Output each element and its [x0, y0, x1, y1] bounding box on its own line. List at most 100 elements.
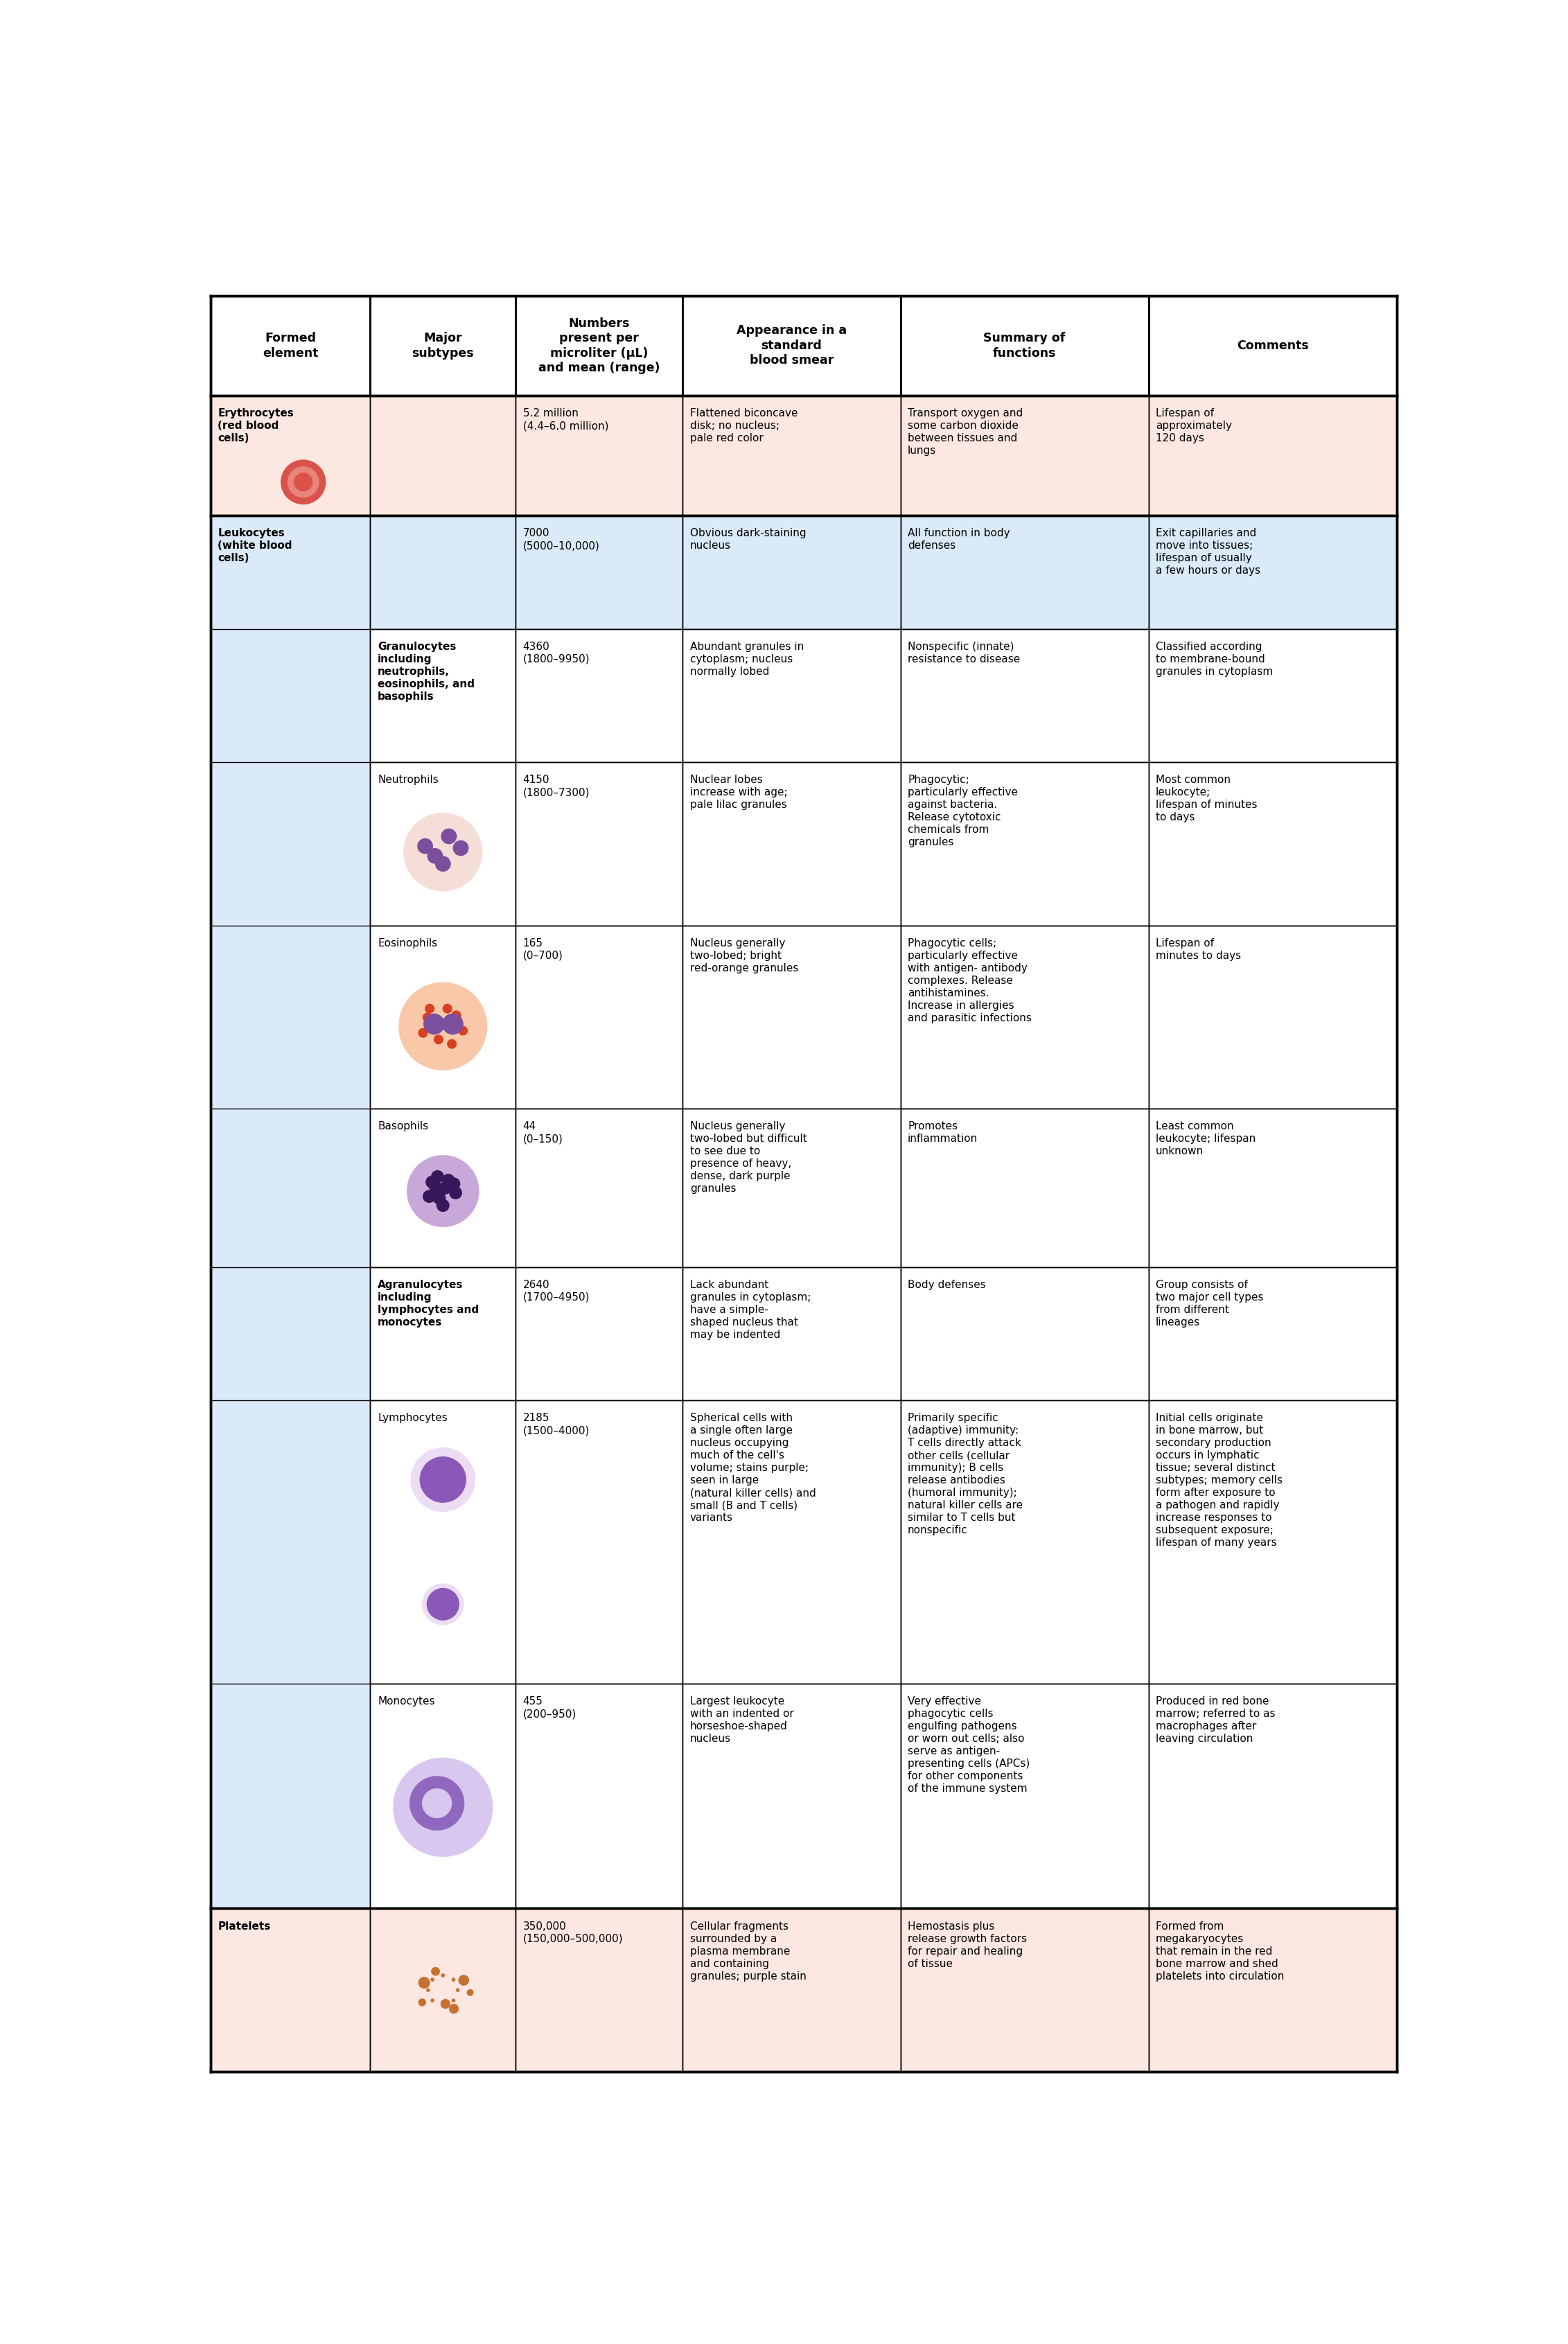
- Ellipse shape: [394, 1758, 492, 1856]
- Ellipse shape: [419, 1999, 426, 2006]
- Ellipse shape: [448, 1186, 463, 1200]
- Text: Erythrocytes
(red blood
cells): Erythrocytes (red blood cells): [218, 408, 293, 443]
- Ellipse shape: [422, 1788, 452, 1819]
- Ellipse shape: [453, 839, 469, 856]
- Text: Produced in red bone
marrow; referred to as
macrophages after
leaving circulatio: Produced in red bone marrow; referred to…: [1156, 1697, 1275, 1744]
- Ellipse shape: [425, 1003, 434, 1013]
- Text: Comments: Comments: [1237, 340, 1309, 352]
- Bar: [682, 926, 900, 1109]
- Text: Lifespan of
minutes to days: Lifespan of minutes to days: [1156, 938, 1242, 961]
- Bar: [370, 516, 516, 628]
- Ellipse shape: [423, 1191, 436, 1202]
- Bar: [516, 1268, 682, 1399]
- Ellipse shape: [281, 459, 326, 504]
- Bar: [370, 1399, 516, 1683]
- Text: Phagocytic cells;
particularly effective
with antigen- antibody
complexes. Relea: Phagocytic cells; particularly effective…: [908, 938, 1032, 1024]
- Ellipse shape: [420, 1456, 466, 1503]
- Bar: [900, 926, 1148, 1109]
- Bar: [900, 1268, 1148, 1399]
- Ellipse shape: [406, 1156, 480, 1226]
- Ellipse shape: [467, 1990, 474, 1997]
- Bar: [1148, 1399, 1397, 1683]
- Text: Group consists of
two major cell types
from different
lineages: Group consists of two major cell types f…: [1156, 1280, 1264, 1327]
- Bar: [516, 516, 682, 628]
- Text: Lymphocytes: Lymphocytes: [378, 1413, 447, 1423]
- Text: Exit capillaries and
move into tissues;
lifespan of usually
a few hours or days: Exit capillaries and move into tissues; …: [1156, 527, 1261, 577]
- Bar: [516, 926, 682, 1109]
- Ellipse shape: [409, 1777, 464, 1831]
- Bar: [1148, 295, 1397, 396]
- Ellipse shape: [437, 1181, 452, 1195]
- Bar: [900, 396, 1148, 516]
- Text: 165
(0–700): 165 (0–700): [522, 938, 563, 961]
- Text: 350,000
(150,000–500,000): 350,000 (150,000–500,000): [522, 1922, 622, 1943]
- Ellipse shape: [436, 1200, 450, 1212]
- Text: Classified according
to membrane-bound
granules in cytoplasm: Classified according to membrane-bound g…: [1156, 642, 1273, 677]
- Text: Monocytes: Monocytes: [378, 1697, 434, 1706]
- Ellipse shape: [442, 1013, 464, 1034]
- Bar: [370, 926, 516, 1109]
- Text: Obvious dark-staining
nucleus: Obvious dark-staining nucleus: [690, 527, 806, 551]
- Text: Nuclear lobes
increase with age;
pale lilac granules: Nuclear lobes increase with age; pale li…: [690, 776, 787, 811]
- Text: 455
(200–950): 455 (200–950): [522, 1697, 577, 1718]
- Ellipse shape: [431, 1170, 444, 1184]
- Text: Least common
leukocyte; lifespan
unknown: Least common leukocyte; lifespan unknown: [1156, 1120, 1256, 1156]
- Bar: [370, 1908, 516, 2072]
- Ellipse shape: [426, 1587, 459, 1620]
- Ellipse shape: [293, 473, 312, 492]
- Bar: [900, 516, 1148, 628]
- Bar: [210, 295, 370, 396]
- Text: 7000
(5000–10,000): 7000 (5000–10,000): [522, 527, 599, 551]
- Text: Largest leukocyte
with an indented or
horseshoe-shaped
nucleus: Largest leukocyte with an indented or ho…: [690, 1697, 793, 1744]
- Ellipse shape: [441, 1999, 450, 2009]
- Ellipse shape: [447, 1177, 461, 1191]
- Bar: [370, 295, 516, 396]
- Bar: [370, 1109, 516, 1268]
- Text: 2640
(1700–4950): 2640 (1700–4950): [522, 1280, 590, 1303]
- Bar: [900, 1399, 1148, 1683]
- Bar: [1148, 1683, 1397, 1908]
- Ellipse shape: [422, 1013, 433, 1022]
- Ellipse shape: [441, 2002, 445, 2006]
- Text: Phagocytic;
particularly effective
against bacteria.
Release cytotoxic
chemicals: Phagocytic; particularly effective again…: [908, 776, 1018, 849]
- Bar: [370, 628, 516, 762]
- Bar: [516, 1399, 682, 1683]
- Text: Formed from
megakaryocytes
that remain in the red
bone marrow and shed
platelets: Formed from megakaryocytes that remain i…: [1156, 1922, 1284, 1981]
- Ellipse shape: [441, 1974, 445, 1978]
- Bar: [370, 762, 516, 926]
- Bar: [1148, 1908, 1397, 2072]
- Ellipse shape: [448, 2004, 459, 2013]
- Ellipse shape: [434, 1034, 444, 1045]
- Ellipse shape: [426, 849, 442, 865]
- Text: Nonspecific (innate)
resistance to disease: Nonspecific (innate) resistance to disea…: [908, 642, 1021, 663]
- Ellipse shape: [419, 1976, 430, 1988]
- Text: Lack abundant
granules in cytoplasm;
have a simple-
shaped nucleus that
may be i: Lack abundant granules in cytoplasm; hav…: [690, 1280, 811, 1341]
- Ellipse shape: [426, 1988, 430, 1992]
- Text: Eosinophils: Eosinophils: [378, 938, 437, 949]
- Bar: [1148, 396, 1397, 516]
- Text: Spherical cells with
a single often large
nucleus occupying
much of the cell's
v: Spherical cells with a single often larg…: [690, 1413, 815, 1524]
- Bar: [210, 516, 370, 1908]
- Bar: [682, 628, 900, 762]
- Bar: [1148, 1109, 1397, 1268]
- Text: Most common
leukocyte;
lifespan of minutes
to days: Most common leukocyte; lifespan of minut…: [1156, 776, 1258, 823]
- Ellipse shape: [287, 466, 318, 497]
- Ellipse shape: [403, 813, 483, 891]
- Ellipse shape: [442, 1174, 455, 1186]
- Bar: [516, 1683, 682, 1908]
- Text: Cellular fragments
surrounded by a
plasma membrane
and containing
granules; purp: Cellular fragments surrounded by a plasm…: [690, 1922, 806, 1981]
- Text: Lifespan of
approximately
120 days: Lifespan of approximately 120 days: [1156, 408, 1232, 443]
- Text: 2185
(1500–4000): 2185 (1500–4000): [522, 1413, 590, 1437]
- Text: Granulocytes
including
neutrophils,
eosinophils, and
basophils: Granulocytes including neutrophils, eosi…: [378, 642, 475, 701]
- Bar: [900, 295, 1148, 396]
- Bar: [370, 1268, 516, 1399]
- Bar: [1148, 628, 1397, 762]
- Bar: [682, 1908, 900, 2072]
- Text: Basophils: Basophils: [378, 1120, 428, 1132]
- Text: Neutrophils: Neutrophils: [378, 776, 439, 785]
- Ellipse shape: [433, 1191, 445, 1205]
- Bar: [682, 1268, 900, 1399]
- Bar: [682, 295, 900, 396]
- Ellipse shape: [423, 1013, 445, 1034]
- Bar: [682, 1399, 900, 1683]
